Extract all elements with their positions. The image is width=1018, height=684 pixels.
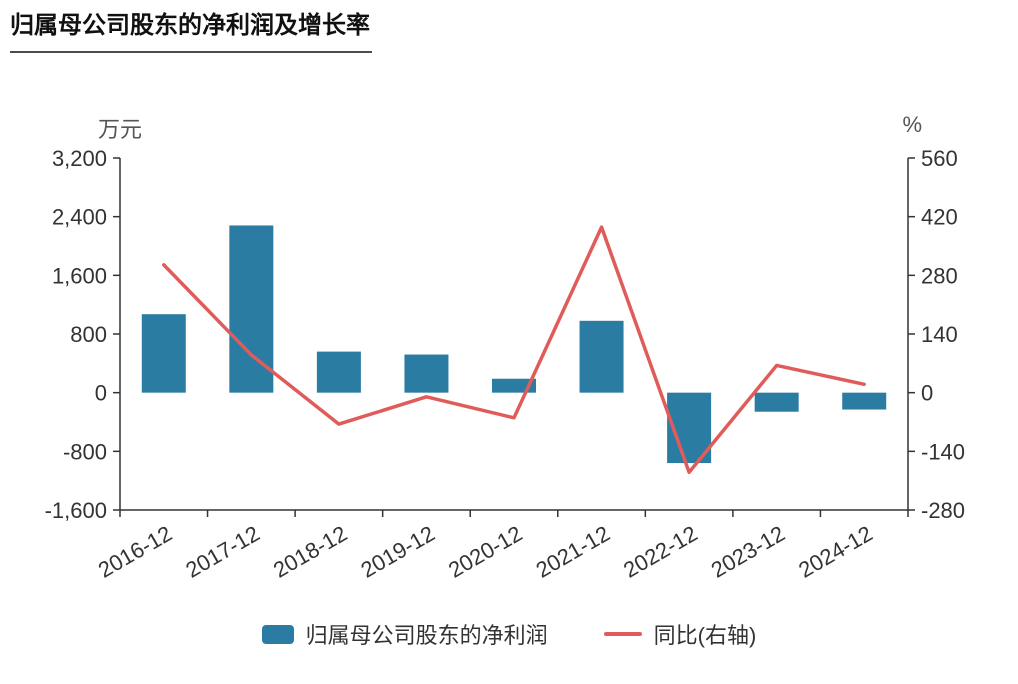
legend-item-net-profit[interactable]: 归属母公司股东的净利润 [261, 618, 548, 650]
right-axis-tick-label: -280 [921, 498, 965, 523]
bar-2024-12 [842, 392, 887, 410]
left-axis-unit-label: 万元 [98, 117, 143, 142]
x-axis-label: 2024-12 [794, 521, 876, 583]
bar-2016-12 [141, 314, 186, 393]
bar-2021-12 [579, 320, 624, 393]
chart-legend: 归属母公司股东的净利润 同比(右轴) [0, 618, 1018, 650]
x-axis-label: 2022-12 [619, 521, 701, 583]
right-axis-tick-label: 560 [921, 146, 958, 171]
legend-item-yoy[interactable]: 同比(右轴) [603, 618, 757, 650]
right-axis-tick-label: 280 [921, 263, 958, 288]
left-axis-tick-label: -1,600 [45, 498, 107, 523]
bar-2023-12 [754, 392, 799, 412]
bar-2018-12 [316, 351, 361, 393]
right-axis-unit-label: % [902, 112, 922, 137]
left-axis-tick-label: 1,600 [52, 263, 107, 288]
legend-label-yoy: 同比(右轴) [653, 623, 757, 648]
right-axis-tick-label: 140 [921, 322, 958, 347]
x-axis-label: 2021-12 [532, 521, 614, 583]
left-axis-tick-label: 800 [70, 322, 107, 347]
x-axis-label: 2023-12 [707, 521, 789, 583]
yoy-growth-line [162, 225, 866, 475]
right-axis-tick-label: 0 [921, 381, 933, 406]
bar-2020-12 [492, 378, 536, 393]
left-axis-tick-label: -800 [63, 439, 107, 464]
x-axis-label: 2017-12 [181, 521, 263, 583]
right-axis-tick-label: -140 [921, 439, 965, 464]
line-series-swatch [603, 632, 642, 636]
right-axis-tick-label: 420 [921, 205, 958, 230]
x-axis-label: 2018-12 [269, 521, 351, 583]
left-axis-tick-label: 2,400 [52, 205, 107, 230]
x-axis-label: 2016-12 [94, 521, 176, 583]
bar-2019-12 [404, 354, 449, 393]
x-axis-label: 2020-12 [444, 521, 526, 583]
legend-label-net-profit: 归属母公司股东的净利润 [305, 623, 548, 648]
chart-title: 归属母公司股东的净利润及增长率 [10, 8, 372, 53]
left-axis-tick-label: 3,200 [52, 146, 107, 171]
left-axis-tick-label: 0 [95, 381, 107, 406]
bar-series-swatch [261, 624, 294, 644]
x-axis-label: 2019-12 [357, 521, 439, 583]
